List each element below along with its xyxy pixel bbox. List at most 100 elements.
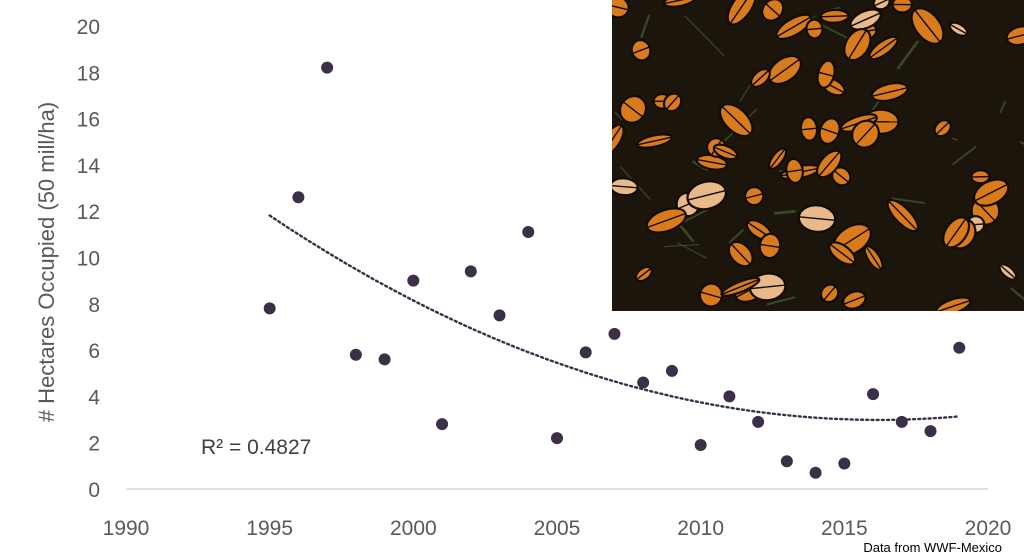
- data-point: [838, 457, 851, 470]
- butterfly-shape: [612, 0, 630, 19]
- butterfly-shape: [612, 177, 639, 197]
- r-squared-annotation: R² = 0.4827: [201, 436, 311, 459]
- fir-branch: [951, 145, 977, 166]
- butterfly-shape: [910, 7, 945, 45]
- x-tick-label: 2020: [965, 517, 1012, 540]
- data-point: [464, 265, 477, 278]
- butterfly-shape: [891, 0, 914, 14]
- butterfly-shape: [843, 27, 872, 62]
- fir-branch: [614, 111, 624, 121]
- butterfly-shape: [828, 241, 857, 266]
- butterfly-shape: [767, 54, 803, 86]
- y-tick-label: 10: [77, 248, 100, 271]
- data-point: [780, 455, 793, 468]
- butterfly-shape: [712, 143, 739, 161]
- butterfly-shape: [819, 283, 840, 304]
- butterfly-shape: [634, 265, 653, 283]
- data-point: [321, 61, 334, 74]
- fir-branch: [766, 296, 796, 306]
- butterfly-shape: [767, 147, 788, 170]
- butterfly-shape: [851, 119, 880, 149]
- data-point: [809, 466, 822, 479]
- butterfly-shape: [872, 0, 891, 11]
- butterfly-shape: [842, 290, 867, 310]
- source-note: Data from WWF-Mexico: [863, 540, 1002, 555]
- butterfly-shape: [662, 0, 697, 8]
- butterfly-shape: [612, 123, 625, 157]
- trendline: [268, 214, 961, 422]
- data-point: [867, 388, 880, 401]
- fir-branch: [728, 228, 745, 244]
- butterfly-shape: [815, 149, 843, 179]
- x-tick-label: 1995: [246, 517, 293, 540]
- y-tick-labels: 0 2 4 6 8 10 12 14 16 18 20: [77, 16, 101, 502]
- data-point: [953, 341, 966, 354]
- x-tick-labels: 1990 1995 2000 2005 2010 2015 2020: [103, 517, 1012, 540]
- data-point: [694, 439, 707, 452]
- butterfly-shape: [761, 0, 785, 22]
- monarch-butterfly-photo: [612, 0, 1024, 311]
- fir-branch: [676, 242, 707, 259]
- data-point: [551, 432, 563, 445]
- butterfly-shape: [797, 204, 837, 233]
- butterfly-shape: [718, 103, 754, 138]
- data-point: [263, 302, 276, 315]
- data-point: [407, 274, 420, 287]
- data-point: [752, 415, 765, 428]
- x-tick-label: 2005: [534, 517, 581, 540]
- fir-branch: [684, 15, 725, 57]
- data-points: [263, 61, 966, 479]
- butterfly-shape: [698, 282, 724, 308]
- butterfly-shape: [758, 232, 782, 260]
- data-point: [895, 415, 908, 428]
- butterfly-shape: [775, 13, 813, 40]
- fir-branch: [640, 14, 651, 39]
- data-point: [637, 376, 650, 389]
- data-point: [436, 418, 449, 431]
- butterfly-shape: [799, 116, 819, 142]
- data-point: [608, 327, 621, 340]
- butterfly-shape: [942, 216, 971, 249]
- butterfly-shape: [933, 119, 952, 138]
- butterfly-shape: [743, 185, 765, 207]
- y-tick-label: 18: [77, 62, 100, 85]
- y-tick-label: 14: [77, 155, 101, 178]
- butterfly-shape: [645, 207, 688, 234]
- data-point: [493, 309, 506, 322]
- y-tick-label: 16: [77, 109, 100, 132]
- fir-branch: [774, 209, 796, 215]
- x-tick-label: 2015: [821, 517, 868, 540]
- butterfly-shape: [630, 38, 652, 62]
- y-tick-label: 20: [77, 16, 100, 39]
- butterfly-shape: [948, 21, 969, 37]
- y-axis-title: # Hectares Occupied (50 mill/ha): [34, 102, 59, 422]
- butterfly-shape: [849, 8, 882, 31]
- butterfly-shape: [662, 92, 683, 113]
- butterfly-shape: [970, 169, 991, 185]
- fir-branch: [1010, 287, 1024, 301]
- butterfly-shape: [618, 94, 648, 124]
- fir-branch: [999, 100, 1007, 114]
- butterfly-shape: [726, 0, 757, 26]
- y-tick-label: 4: [88, 386, 100, 409]
- y-tick-label: 2: [88, 433, 100, 456]
- x-tick-label: 2000: [390, 517, 437, 540]
- butterfly-shape: [785, 157, 804, 184]
- x-tick-label: 2010: [677, 517, 724, 540]
- butterfly-shape: [635, 133, 674, 149]
- butterfly-shape: [935, 296, 972, 311]
- butterfly-shape: [998, 263, 1018, 281]
- butterfly-shape: [727, 240, 754, 268]
- butterfly-shape: [805, 18, 824, 40]
- fir-branch: [891, 197, 925, 204]
- butterfly-shape: [863, 244, 884, 271]
- butterfly-shape: [819, 8, 850, 24]
- butterfly-shape: [972, 178, 1010, 207]
- data-point: [378, 353, 391, 366]
- butterfly-shape: [720, 276, 761, 297]
- data-point: [349, 348, 362, 361]
- y-tick-label: 0: [88, 479, 100, 502]
- data-point: [522, 226, 535, 239]
- butterfly-shape: [816, 59, 836, 89]
- data-point: [579, 346, 592, 359]
